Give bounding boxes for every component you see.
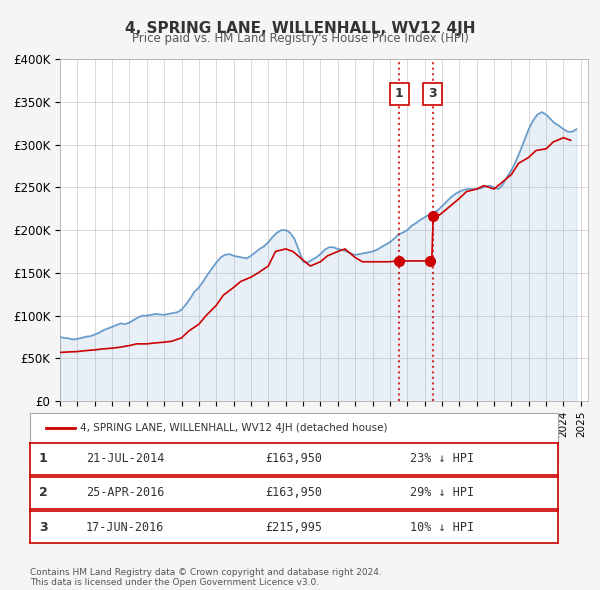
Text: 2: 2 bbox=[39, 486, 47, 500]
FancyBboxPatch shape bbox=[423, 83, 442, 105]
Text: 4, SPRING LANE, WILLENHALL, WV12 4JH: 4, SPRING LANE, WILLENHALL, WV12 4JH bbox=[125, 21, 475, 35]
Text: 4, SPRING LANE, WILLENHALL, WV12 4JH (detached house): 4, SPRING LANE, WILLENHALL, WV12 4JH (de… bbox=[80, 423, 388, 433]
Text: 21-JUL-2014: 21-JUL-2014 bbox=[86, 452, 164, 466]
Text: 17-JUN-2016: 17-JUN-2016 bbox=[86, 520, 164, 534]
Text: £215,995: £215,995 bbox=[265, 520, 323, 534]
Text: Price paid vs. HM Land Registry's House Price Index (HPI): Price paid vs. HM Land Registry's House … bbox=[131, 32, 469, 45]
FancyBboxPatch shape bbox=[390, 83, 409, 105]
Text: 29% ↓ HPI: 29% ↓ HPI bbox=[410, 486, 474, 500]
Text: 10% ↓ HPI: 10% ↓ HPI bbox=[410, 520, 474, 534]
Text: 1: 1 bbox=[39, 452, 47, 466]
Text: 3: 3 bbox=[39, 520, 47, 534]
Text: £163,950: £163,950 bbox=[265, 452, 323, 466]
Text: Contains HM Land Registry data © Crown copyright and database right 2024.
This d: Contains HM Land Registry data © Crown c… bbox=[30, 568, 382, 587]
Text: 1: 1 bbox=[395, 87, 404, 100]
Text: 25-APR-2016: 25-APR-2016 bbox=[86, 486, 164, 500]
Text: £163,950: £163,950 bbox=[265, 486, 323, 500]
Text: 23% ↓ HPI: 23% ↓ HPI bbox=[410, 452, 474, 466]
Text: 3: 3 bbox=[428, 87, 437, 100]
Text: HPI: Average price, detached house, Walsall: HPI: Average price, detached house, Wals… bbox=[80, 445, 310, 455]
